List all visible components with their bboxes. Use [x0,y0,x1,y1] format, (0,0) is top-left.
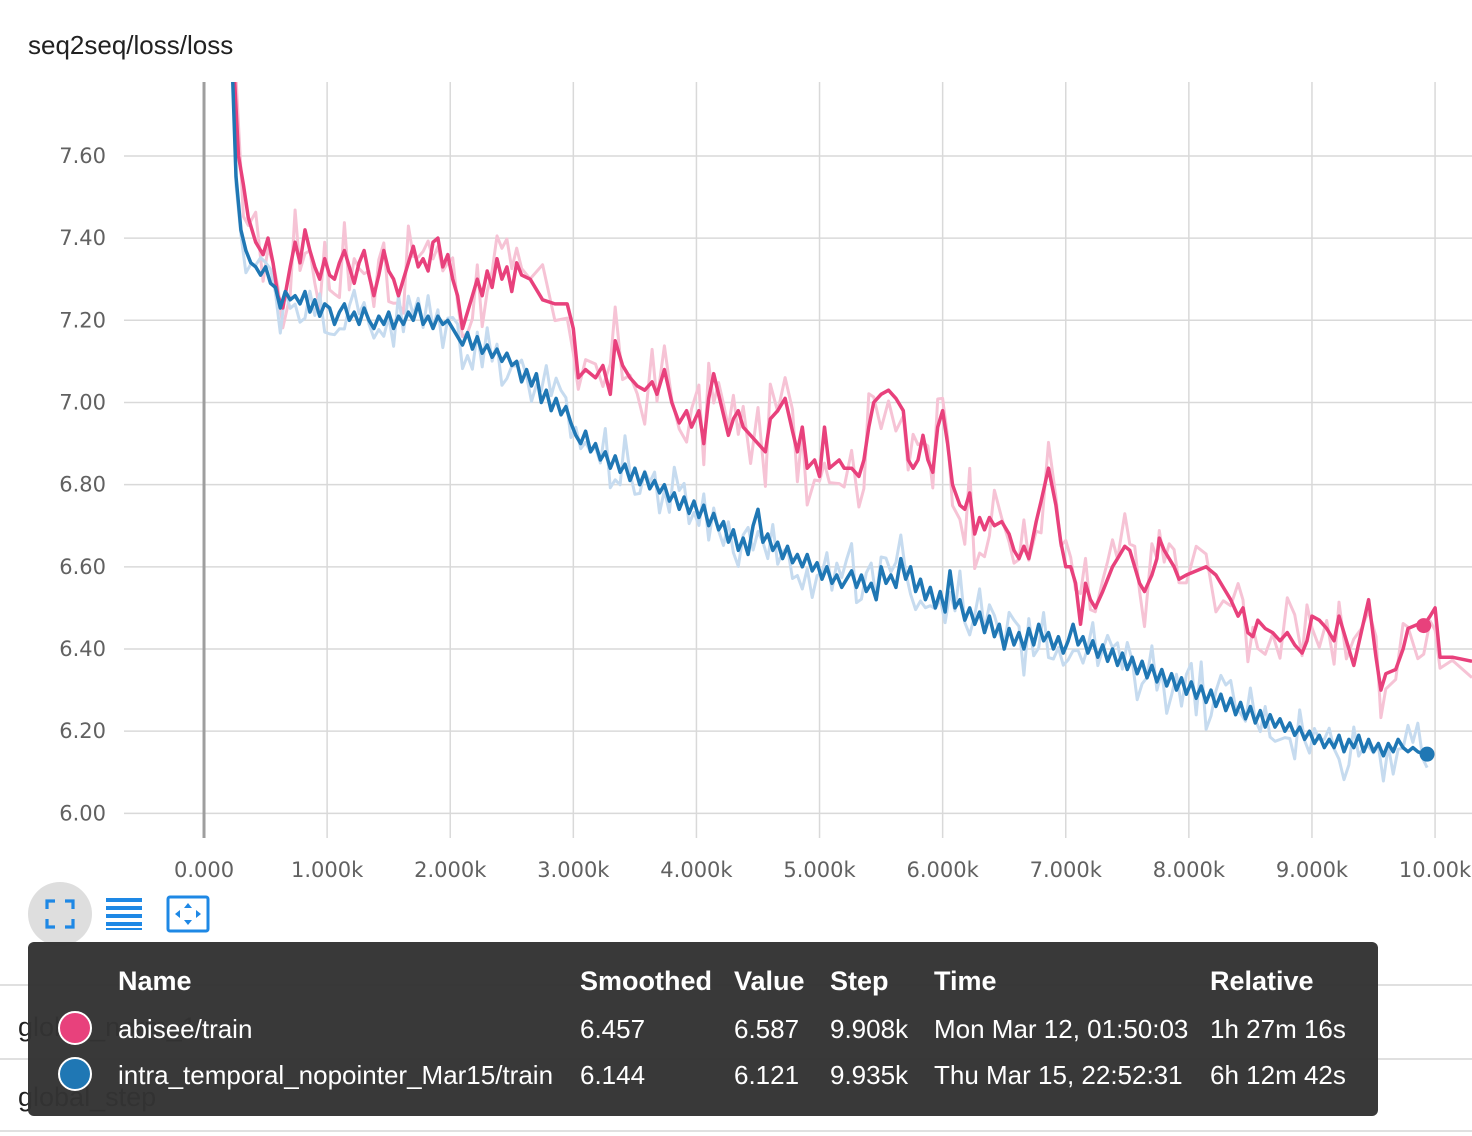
y-tick-label: 7.60 [59,144,106,168]
tooltip-time: Mon Mar 12, 01:50:03 [934,1014,1189,1044]
x-tick-label: 5.000k [783,858,856,882]
y-tick-label: 7.20 [59,308,106,332]
tooltip-relative: 1h 27m 16s [1210,1014,1346,1044]
tooltip-relative: 6h 12m 42s [1210,1060,1346,1090]
tooltip-smoothed-value: 6.144 [580,1060,646,1090]
tooltip-header-name: Name [118,966,192,996]
highlight-points [1416,618,1435,762]
y-tick-labels: 6.00 6.20 6.40 6.60 6.80 7.00 7.20 7.40 7.60 [59,144,106,825]
highlight-point [1416,618,1432,634]
tooltip-header-smoothed: Smoothed [580,966,712,996]
tooltip-time: Thu Mar 15, 22:52:31 [934,1060,1183,1090]
line-chart[interactable]: 6.00 6.20 6.40 6.60 6.80 7.00 7.20 7.40 7.60 0.0… [0,0,1472,890]
data-table-icon [106,898,142,930]
tooltip-raw-value: 6.587 [734,1014,800,1044]
run-row-divider [0,1130,1472,1132]
fullscreen-button[interactable] [28,882,92,946]
chart-title: seq2seq/loss/loss [28,30,234,60]
x-tick-label: 9.000k [1276,858,1349,882]
tooltip-header-time: Time [934,966,997,996]
raw-line-abisee [234,82,1472,720]
series-color-swatch [58,1011,92,1045]
x-gridlines [203,82,1436,838]
x-tick-label: 4.000k [660,858,733,882]
tooltip-header-value: Value [734,966,805,996]
raw-line-intra-temporal [231,82,1429,783]
x-tick-label: 2.000k [414,858,487,882]
y-tick-label: 6.80 [59,473,106,497]
toggle-data-table-button[interactable] [92,882,156,946]
x-tick-label: 10.00k [1399,858,1472,882]
y-tick-label: 6.20 [59,719,106,743]
tooltip-header-step: Step [830,966,889,996]
smoothed-line-intra-temporal [231,82,1428,758]
tooltip-run-name: abisee/train [118,1014,253,1044]
x-tick-label: 1.000k [291,858,364,882]
tooltip-run-name: intra_temporal_nopointer_Mar15/train [118,1060,554,1090]
x-tick-label: 3.000k [537,858,610,882]
tooltip-step: 9.935k [830,1060,909,1090]
y-tick-label: 6.00 [59,801,106,825]
x-tick-labels: 0.000 1.000k 2.000k 3.000k 4.000k 5.000k 6.000… [174,858,1472,882]
smoothed-series-lines [231,82,1472,758]
smoothed-line-abisee [232,82,1472,692]
x-tick-label: 7.000k [1030,858,1103,882]
raw-series-lines [231,82,1472,783]
fullscreen-icon [45,899,75,929]
hover-tooltip: Name Smoothed Value Step Time Relative a… [28,942,1378,1116]
tooltip-smoothed-value: 6.457 [580,1014,646,1044]
y-tick-label: 6.60 [59,555,106,579]
fit-domain-button[interactable] [156,882,220,946]
y-tick-label: 7.40 [59,226,106,250]
highlight-point [1419,746,1435,762]
x-tick-label: 6.000k [907,858,980,882]
y-tick-label: 7.00 [59,390,106,414]
tooltip-step: 9.908k [830,1014,909,1044]
tooltip-raw-value: 6.121 [734,1060,800,1090]
x-tick-label: 8.000k [1153,858,1226,882]
x-tick-label: 0.000 [174,858,234,882]
fit-domain-icon [166,895,210,933]
y-tick-label: 6.40 [59,637,106,661]
series-color-swatch [58,1057,92,1091]
tooltip-header-relative: Relative [1210,966,1314,996]
